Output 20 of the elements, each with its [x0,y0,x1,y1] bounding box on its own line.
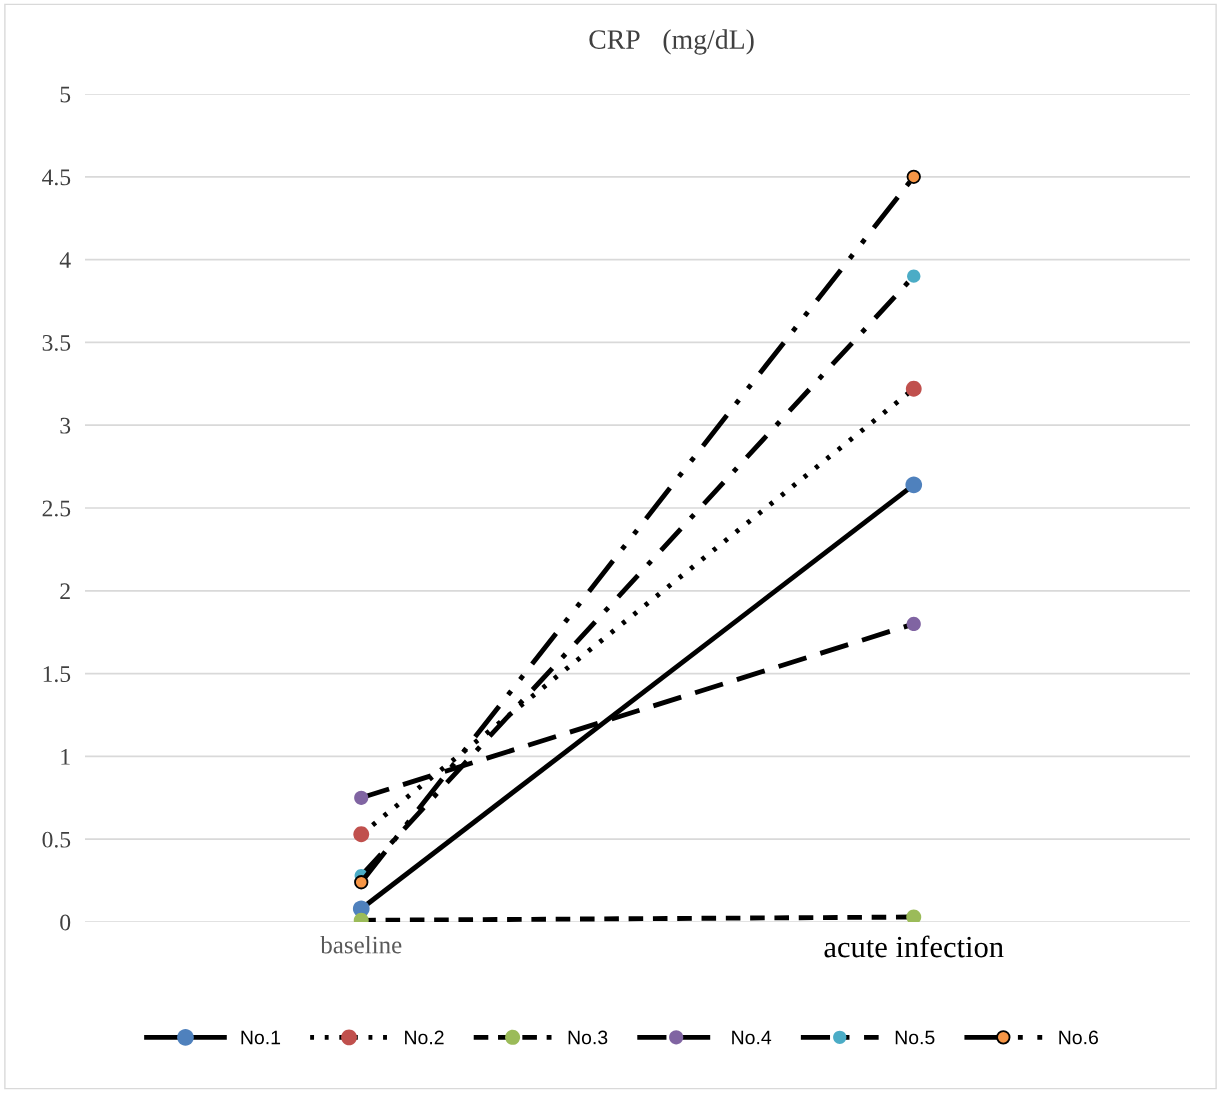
legend-label: No.6 [1059,1030,1098,1045]
y-tick-label: 1.5 [43,666,71,683]
legend-label: No.4 [732,1030,772,1045]
y-tick-label: 2.5 [42,500,71,517]
y-tick-label: 2 [60,583,70,599]
y-tick-label: 3.5 [42,334,71,351]
legend-label: No.5 [895,1030,935,1045]
y-tick-label: 1 [61,749,70,765]
y-tick-label: 3 [60,417,71,434]
chart-title: CRP (mg/dL) [589,29,754,55]
legend-label: No.3 [568,1030,608,1045]
y-tick-label: 4.5 [42,169,71,186]
legend-label: No.1 [241,1030,281,1045]
y-tick-label: 0 [60,914,71,931]
legend-label: No.2 [405,1030,444,1045]
x-tick-label: baseline [320,935,402,954]
y-tick-label: 0.5 [42,831,71,848]
y-tick-label: 4 [59,252,71,268]
x-tick-label: acute infection [824,935,1004,958]
y-tick-label: 5 [60,86,71,103]
